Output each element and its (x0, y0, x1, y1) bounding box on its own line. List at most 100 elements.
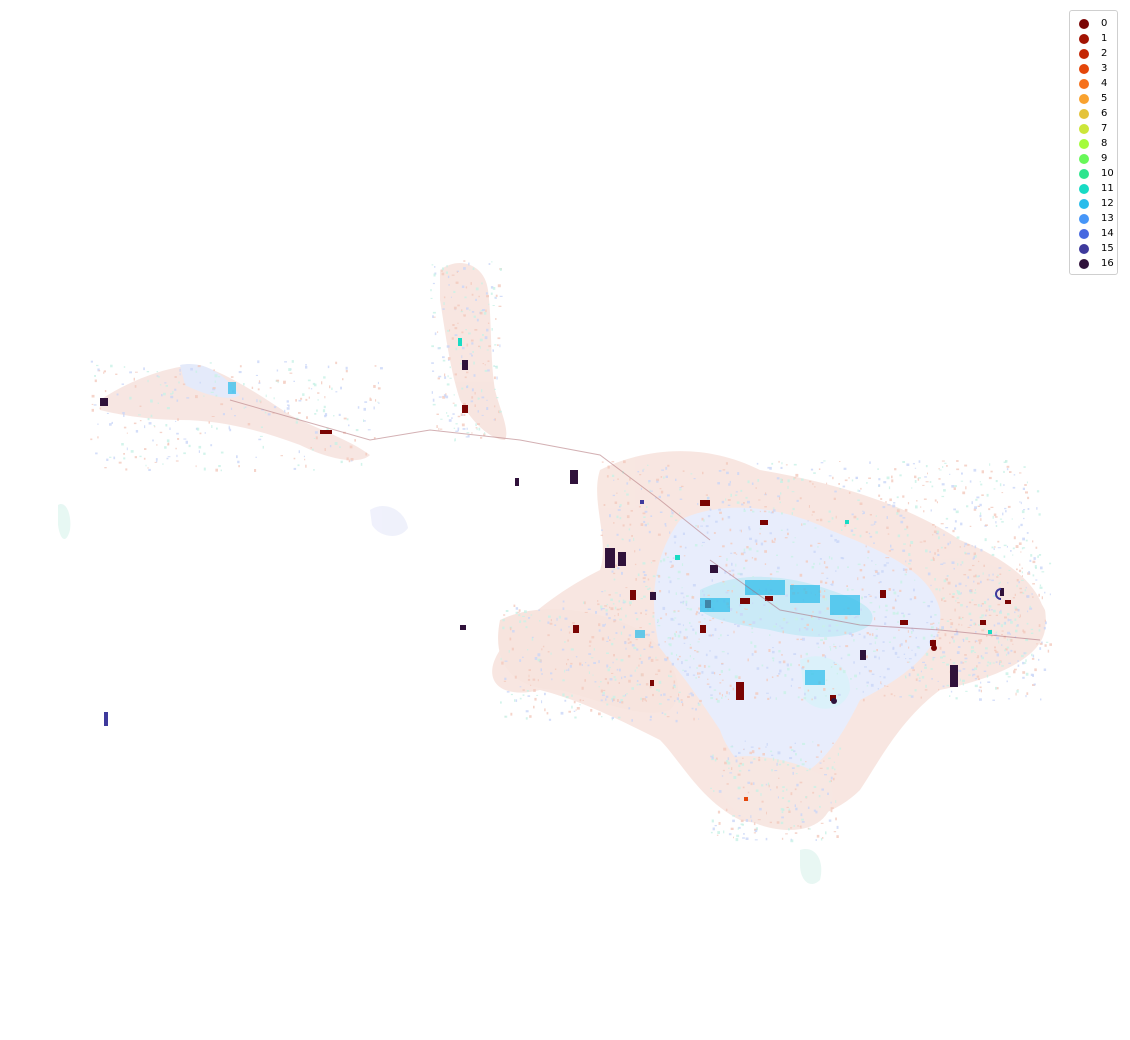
building-speck (834, 773, 837, 775)
building-speck (751, 482, 754, 485)
building-speck (785, 621, 789, 624)
building-speck (531, 637, 534, 641)
building-speck (817, 546, 819, 548)
building-speck (196, 427, 200, 431)
building-speck (999, 662, 1001, 666)
building-speck (851, 589, 854, 591)
building-speck (345, 366, 348, 370)
building-speck (369, 398, 372, 401)
building-speck (992, 595, 996, 598)
building-speck (996, 653, 999, 657)
building-speck (805, 761, 807, 763)
building-speck (487, 322, 490, 324)
building-speck (1014, 618, 1017, 621)
building-speck (902, 568, 905, 571)
building-speck (957, 590, 960, 594)
building-speck (691, 596, 695, 599)
building-speck (317, 399, 319, 401)
building-speck (826, 577, 829, 579)
building-speck (968, 569, 972, 571)
building-speck (455, 430, 459, 432)
building-speck (907, 630, 909, 633)
building-speck (530, 684, 532, 686)
building-speck (1016, 689, 1019, 693)
building-speck (161, 394, 163, 397)
building-speck (914, 467, 917, 469)
building-speck (710, 694, 713, 696)
building-speck (881, 683, 883, 685)
building-speck (775, 623, 777, 625)
building-speck (975, 589, 976, 591)
building-speck (857, 489, 859, 492)
building-speck (323, 376, 326, 379)
building-speck (434, 332, 437, 336)
building-speck (728, 668, 731, 671)
building-speck (310, 447, 312, 449)
building-speck (861, 596, 863, 600)
building-speck (834, 663, 837, 665)
building-speck (510, 693, 513, 696)
building-speck (679, 630, 682, 634)
building-speck (701, 545, 703, 547)
building-speck (836, 629, 839, 632)
building-speck (765, 746, 767, 748)
building-speck (199, 381, 201, 384)
building-speck (218, 465, 221, 468)
building-speck (961, 624, 963, 626)
building-speck (1021, 575, 1023, 577)
building-speck (885, 604, 888, 607)
building-speck (868, 594, 871, 596)
building-speck (857, 499, 860, 501)
building-speck (976, 657, 979, 659)
building-speck (576, 707, 580, 710)
building-speck (806, 769, 809, 772)
building-speck (943, 533, 945, 536)
building-speck (820, 580, 823, 584)
building-speck (777, 751, 781, 755)
building-speck (888, 550, 891, 552)
building-speck (750, 746, 754, 748)
building-speck (819, 762, 822, 764)
building-speck (649, 685, 652, 689)
building-speck (598, 629, 601, 632)
building-speck (313, 437, 316, 439)
building-speck (772, 659, 775, 662)
building-speck (751, 750, 755, 754)
building-speck (892, 611, 896, 615)
building-speck (839, 461, 841, 462)
building-speck (855, 476, 858, 479)
building-speck (474, 329, 478, 331)
building-speck (759, 527, 762, 530)
building-speck (793, 750, 796, 753)
building-speck (685, 600, 688, 604)
building-speck (1018, 525, 1020, 529)
building-speck (682, 600, 685, 603)
building-speck (288, 404, 290, 407)
building-speck (431, 345, 434, 348)
building-speck (1033, 557, 1036, 560)
building-speck (940, 628, 943, 631)
building-speck (474, 404, 476, 407)
building-speck (925, 652, 929, 656)
building-speck (613, 654, 615, 657)
building-speck (967, 552, 970, 555)
building-speck (838, 616, 840, 618)
building-speck (601, 591, 604, 593)
building-speck (911, 630, 913, 634)
building-speck (914, 579, 916, 581)
building-speck (667, 576, 671, 579)
building-speck (719, 682, 722, 684)
building-speck (322, 409, 326, 413)
building-speck (686, 608, 689, 610)
building-speck (825, 566, 829, 569)
building-speck (930, 584, 932, 587)
building-speck (693, 717, 695, 721)
building-speck (901, 612, 904, 615)
building-speck (441, 272, 445, 276)
building-speck (487, 360, 490, 362)
building-speck (286, 407, 290, 410)
building-speck (791, 512, 793, 515)
building-speck (984, 538, 987, 542)
building-speck (698, 612, 700, 615)
building-speck (276, 369, 279, 372)
